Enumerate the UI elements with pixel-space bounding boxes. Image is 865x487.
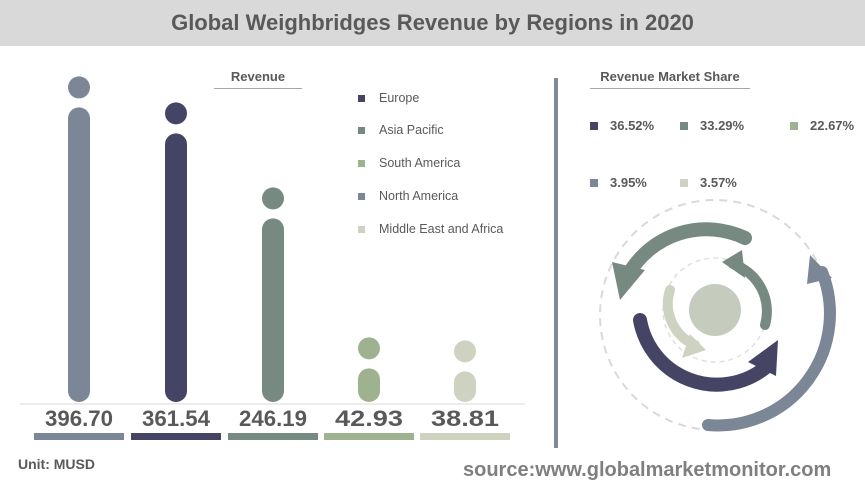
category-bar-2 [228,433,318,440]
revenue-subtitle: Revenue [230,69,286,84]
arrow-middle-east-africa [682,334,706,358]
legend-item-north-america: North America [358,189,458,203]
panel-divider [554,78,558,448]
bar-0 [68,107,90,402]
share-label: 3.57% [700,175,737,190]
share-swatch [680,121,688,130]
arc-north-america [702,266,836,432]
share-subtitle-underline [590,88,750,89]
share-swatch [790,121,798,130]
revenue-bar-chart: 396.70 361.54 246.19 42.93 38.81 [20,76,525,440]
legend-label: Europe [379,91,420,105]
legend-swatch [358,94,365,102]
center-dot [689,284,741,336]
inner-dashed-ring [662,257,768,363]
arc-south-america [728,259,772,330]
bar-cap-3 [358,337,380,360]
value-label-2: 246.19 [239,406,307,431]
value-label-0: 396.70 [45,406,113,431]
arrow-south-america [722,250,745,278]
bar-cap-2 [262,187,284,210]
legend-label: Asia Pacific [379,123,444,137]
legend-label: Middle East and Africa [379,222,504,236]
bar-cap-1 [165,102,187,125]
revenue-subtitle-underline [214,88,302,89]
arrow-asia-pacific [612,262,645,300]
page-title: Global Weighbridges Revenue by Regions i… [171,10,694,35]
arc-europe [633,313,772,392]
legend-swatch [358,159,365,167]
category-bar-4 [420,433,510,440]
bar-cap-0 [68,76,90,99]
category-bar-0 [34,433,124,440]
legend-item-europe: Europe [358,91,419,105]
bar-1 [165,133,187,402]
source-text: source:www.globalmarketmonitor.com [463,459,832,481]
bar-4 [454,371,476,402]
share-item-4: 3.95% [590,175,647,190]
value-label-4: 38.81 [431,406,499,431]
category-bar-1 [131,433,221,440]
legend-swatch [358,126,365,134]
share-swatch [590,178,598,187]
legend-swatch [358,225,365,233]
share-swatch [680,178,688,187]
arc-asia-pacific [621,222,752,282]
value-label-3: 42.93 [335,406,403,431]
outer-dashed-ring [599,199,831,431]
share-item-5: 3.57% [680,175,737,190]
share-label: 36.52% [610,118,655,133]
legend-label: North America [379,189,459,203]
legend-item-middle-east-africa: Middle East and Africa [358,222,503,236]
bar-cap-4 [454,340,476,363]
category-bar-3 [324,433,414,440]
share-label: 3.95% [610,175,647,190]
arrow-europe [748,340,778,376]
bar-2 [262,218,284,402]
share-item-2: 33.29% [680,118,744,133]
bar-3 [358,368,380,402]
legend-item-asia-pacific: Asia Pacific [358,123,444,137]
share-item-1: 36.52% [590,118,654,133]
unit-label: Unit: MUSD [18,456,95,472]
arc-middle-east-africa [662,285,700,350]
share-label: 22.67% [810,118,855,133]
title-bar: Global Weighbridges Revenue by Regions i… [0,0,865,46]
share-label: 33.29% [700,118,745,133]
share-swatch [590,121,598,130]
legend-swatch [358,192,365,200]
arrow-north-america [807,255,832,284]
share-subtitle: Revenue Market Share [600,69,740,84]
legend-label: South America [379,156,461,170]
legend-item-south-america: South America [358,156,460,170]
value-label-1: 361.54 [142,406,211,431]
share-item-3: 22.67% [790,118,854,133]
